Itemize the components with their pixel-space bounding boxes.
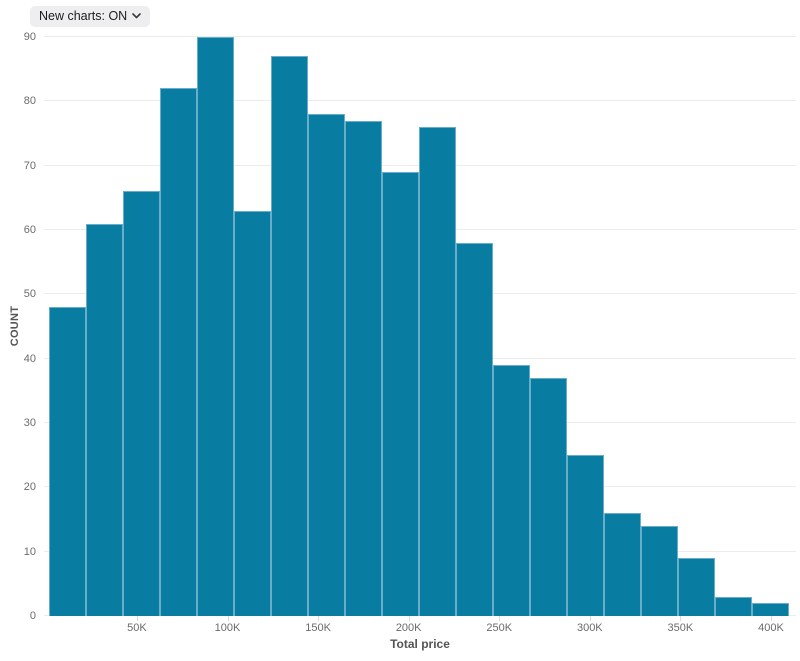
x-tick-mark xyxy=(770,616,772,621)
y-tick-label: 20 xyxy=(23,481,36,494)
histogram-bar[interactable] xyxy=(530,377,567,616)
y-tick-label: 30 xyxy=(23,417,36,429)
histogram-bar[interactable] xyxy=(641,525,678,616)
histogram-bar[interactable] xyxy=(419,127,456,616)
y-tick-label: 70 xyxy=(23,159,36,172)
gridline xyxy=(44,100,796,102)
new-charts-dropdown[interactable]: New charts: ON xyxy=(30,6,151,27)
histogram-bar[interactable] xyxy=(271,56,308,616)
histogram-bar[interactable] xyxy=(345,120,382,616)
x-tick-mark xyxy=(589,616,591,621)
y-tick-label: 80 xyxy=(23,95,36,108)
x-tick-label: 350K xyxy=(667,622,694,634)
y-tick-label: 60 xyxy=(23,224,36,236)
histogram-bar[interactable] xyxy=(493,365,530,616)
histogram-bar[interactable] xyxy=(382,172,419,616)
y-tick-label: 10 xyxy=(23,545,36,558)
x-tick-mark xyxy=(680,616,682,621)
y-axis-title: COUNT xyxy=(9,305,21,347)
y-tick-label: 90 xyxy=(23,31,36,43)
new-charts-label: New charts: ON xyxy=(39,9,128,23)
histogram-bar[interactable] xyxy=(752,603,789,616)
x-tick-mark xyxy=(227,616,229,621)
histogram-bar[interactable] xyxy=(86,223,123,616)
y-tick-label: 0 xyxy=(29,610,36,622)
x-tick-label: 50K xyxy=(127,622,147,634)
gridline xyxy=(44,36,796,37)
histogram-bar[interactable] xyxy=(567,455,604,616)
histogram-bar[interactable] xyxy=(604,513,641,616)
histogram-bar[interactable] xyxy=(197,37,234,616)
histogram-bar[interactable] xyxy=(308,114,345,616)
y-tick-label: 40 xyxy=(23,352,36,365)
x-tick-label: 400K xyxy=(758,622,784,634)
x-tick-label: 300K xyxy=(576,622,603,634)
x-axis-title: Total price xyxy=(390,637,450,651)
x-tick-label: 100K xyxy=(214,622,241,634)
histogram-bar[interactable] xyxy=(160,88,197,616)
chevron-down-icon xyxy=(132,13,142,19)
x-tick-mark xyxy=(318,616,320,621)
y-tick-label: 50 xyxy=(23,288,36,301)
x-tick-label: 250K xyxy=(486,622,513,634)
histogram-bar[interactable] xyxy=(715,596,752,616)
bars-container xyxy=(49,37,789,616)
x-tick-label: 150K xyxy=(305,622,331,634)
x-tick-label: 200K xyxy=(395,622,422,634)
histogram-bar[interactable] xyxy=(49,307,86,616)
x-tick-mark xyxy=(136,616,138,621)
histogram-bar[interactable] xyxy=(456,242,493,616)
histogram-bar[interactable] xyxy=(234,210,271,616)
histogram-bar[interactable] xyxy=(678,558,715,616)
histogram-bar[interactable] xyxy=(123,191,160,616)
plot-area xyxy=(44,36,796,616)
x-tick-mark xyxy=(408,616,410,621)
x-tick-mark xyxy=(499,616,501,621)
